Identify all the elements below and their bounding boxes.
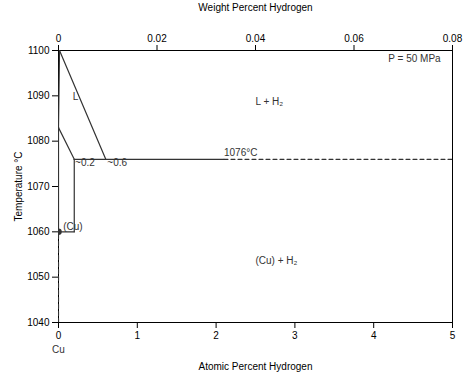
svg-text:1: 1 <box>135 330 141 341</box>
svg-text:1060: 1060 <box>27 226 50 237</box>
svg-text:Weight Percent Hydrogen: Weight Percent Hydrogen <box>198 2 312 13</box>
svg-text:0: 0 <box>56 33 62 44</box>
svg-text:0.02: 0.02 <box>147 33 167 44</box>
svg-text:2: 2 <box>213 330 219 341</box>
svg-text:3: 3 <box>292 330 298 341</box>
svg-text:1050: 1050 <box>27 271 50 282</box>
svg-text:0.08: 0.08 <box>443 33 463 44</box>
svg-text:1090: 1090 <box>27 90 50 101</box>
svg-text:5: 5 <box>450 330 456 341</box>
svg-text:0.06: 0.06 <box>344 33 364 44</box>
svg-text:4: 4 <box>371 330 377 341</box>
svg-text:Atomic Percent Hydrogen: Atomic Percent Hydrogen <box>199 361 313 372</box>
svg-text:1076°C: 1076°C <box>224 147 257 158</box>
svg-text:(Cu): (Cu) <box>63 221 82 232</box>
svg-text:Cu: Cu <box>52 343 65 354</box>
svg-text:(Cu) + H₂: (Cu) + H₂ <box>256 255 298 266</box>
svg-text:0: 0 <box>56 330 62 341</box>
svg-text:1100: 1100 <box>28 45 50 56</box>
svg-text:Temperature °C: Temperature °C <box>13 151 24 221</box>
svg-text:~0.6: ~0.6 <box>107 157 127 168</box>
svg-text:P = 50 MPa: P = 50 MPa <box>388 53 441 64</box>
svg-text:0.04: 0.04 <box>246 33 266 44</box>
svg-text:L: L <box>73 91 79 102</box>
svg-text:L + H₂: L + H₂ <box>256 96 284 107</box>
svg-text:1070: 1070 <box>27 181 50 192</box>
svg-text:~0.2: ~0.2 <box>75 157 95 168</box>
svg-text:1080: 1080 <box>27 135 50 146</box>
svg-text:1040: 1040 <box>27 317 50 328</box>
